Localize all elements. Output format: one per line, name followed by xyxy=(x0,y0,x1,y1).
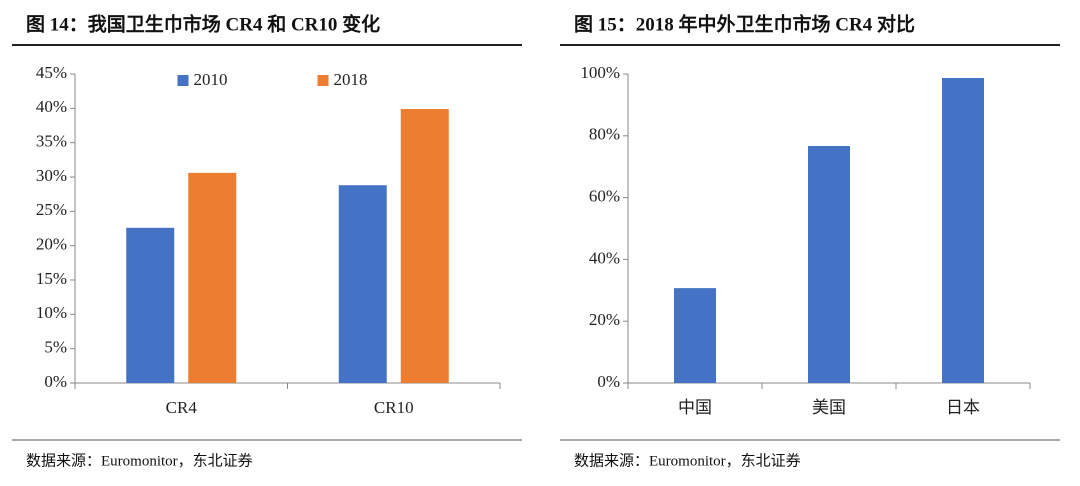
source: 数据来源：Euromonitor，东北证券 xyxy=(574,452,801,469)
bar xyxy=(188,172,237,383)
y-tick-label: 45% xyxy=(36,63,67,82)
source: 数据来源：Euromonitor，东北证券 xyxy=(26,452,253,469)
bar xyxy=(338,185,387,383)
y-tick-label: 0% xyxy=(44,372,67,391)
y-tick-label: 35% xyxy=(36,132,67,151)
legend-swatch xyxy=(177,75,189,86)
x-tick-label: 日本 xyxy=(946,398,980,417)
y-tick-label: 25% xyxy=(36,200,67,219)
legend-label: 2010 xyxy=(194,70,228,89)
bar xyxy=(808,145,850,383)
x-tick-label: 中国 xyxy=(678,398,712,417)
y-tick-label: 15% xyxy=(36,269,67,288)
y-tick-label: 80% xyxy=(589,125,620,144)
y-tick-label: 40% xyxy=(589,248,620,267)
bar xyxy=(126,227,175,383)
x-tick-label: CR4 xyxy=(166,398,198,417)
chart-title: 图 14：我国卫生巾市场 CR4 和 CR10 变化 xyxy=(26,12,380,35)
legend-label: 2018 xyxy=(334,70,368,89)
y-tick-label: 20% xyxy=(589,310,620,329)
legend-swatch xyxy=(317,75,329,86)
x-tick-label: CR10 xyxy=(374,398,414,417)
y-tick-label: 0% xyxy=(597,372,620,391)
y-tick-label: 30% xyxy=(36,166,67,185)
bar xyxy=(674,288,716,383)
chart-title: 图 15：2018 年中外卫生巾市场 CR4 对比 xyxy=(574,12,915,35)
bar xyxy=(400,109,449,384)
y-tick-label: 40% xyxy=(36,97,67,116)
y-tick-label: 10% xyxy=(36,303,67,322)
x-tick-label: 美国 xyxy=(812,398,846,417)
y-tick-label: 20% xyxy=(36,235,67,254)
y-tick-label: 100% xyxy=(580,63,620,82)
y-tick-label: 5% xyxy=(44,338,67,357)
y-tick-label: 60% xyxy=(589,187,620,206)
bar xyxy=(942,78,984,383)
